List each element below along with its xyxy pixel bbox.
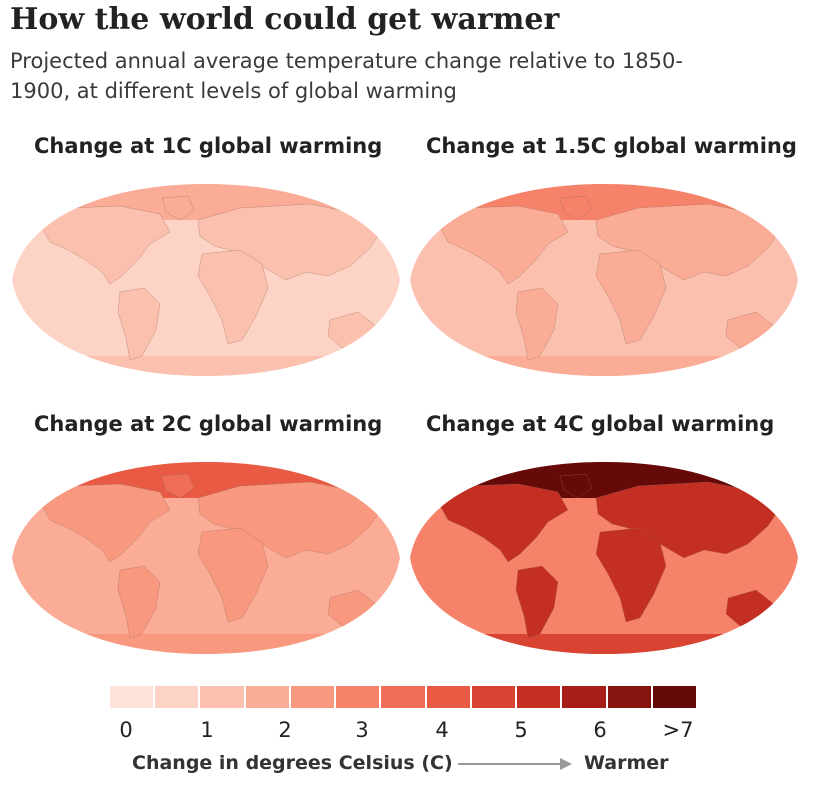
legend-swatch-10	[562, 686, 606, 708]
legend-swatch-12	[652, 686, 697, 708]
legend-swatch-9	[517, 686, 561, 708]
arrow-right-icon	[458, 758, 572, 770]
continent-shape	[39, 483, 171, 563]
continent-shape	[161, 195, 195, 221]
legend-swatch-0	[110, 686, 154, 708]
world-map-1-5c	[410, 184, 798, 376]
legend-tick-2: 2	[278, 718, 292, 742]
legend-swatch-3	[245, 686, 289, 708]
color-scale-legend	[110, 686, 697, 708]
continent-shape	[39, 205, 171, 285]
legend-swatch-1	[155, 686, 199, 708]
antarctic-band	[410, 356, 798, 376]
legend-tick-5: 5	[514, 718, 528, 742]
world-map-1c	[12, 184, 400, 376]
world-map-4c	[410, 462, 798, 654]
legend-tick-0: 0	[119, 718, 133, 742]
legend-swatch-5	[336, 686, 380, 708]
continent-shape	[117, 287, 161, 361]
legend-tick-7plus: >7	[662, 718, 694, 742]
panel-title-2c: Change at 2C global warming	[34, 412, 383, 436]
legend-swatch-11	[607, 686, 651, 708]
world-map-2c	[12, 462, 400, 654]
continent-shape	[515, 287, 559, 361]
legend-direction-label: Warmer	[584, 752, 669, 774]
continent-shape	[437, 483, 569, 563]
continent-shape	[437, 205, 569, 285]
legend-tick-4: 4	[435, 718, 449, 742]
continent-shape	[197, 249, 269, 345]
continent-shape	[559, 195, 593, 221]
antarctic-band	[12, 356, 400, 376]
continent-shape	[595, 481, 781, 559]
legend-tick-3: 3	[355, 718, 369, 742]
legend-tick-1: 1	[200, 718, 214, 742]
panel-title-1c: Change at 1C global warming	[34, 134, 383, 158]
antarctic-band	[410, 634, 798, 654]
continent-shape	[161, 473, 195, 499]
continent-shape	[595, 527, 667, 623]
legend-unit-label: Change in degrees Celsius (C)	[132, 752, 453, 774]
page-title: How the world could get warmer	[10, 2, 560, 37]
continent-shape	[117, 565, 161, 639]
continent-shape	[197, 527, 269, 623]
continent-shape	[559, 473, 593, 499]
page-subtitle: Projected annual average temperature cha…	[10, 49, 683, 103]
panel-title-1-5c: Change at 1.5C global warming	[426, 134, 797, 158]
legend-swatch-7	[426, 686, 470, 708]
continent-shape	[515, 565, 559, 639]
panel-title-4c: Change at 4C global warming	[426, 412, 775, 436]
legend-swatch-8	[471, 686, 516, 708]
continent-shape	[197, 203, 383, 281]
legend-swatch-6	[381, 686, 425, 708]
continent-shape	[197, 481, 383, 559]
continent-shape	[595, 249, 667, 345]
continent-shape	[595, 203, 781, 281]
legend-swatch-2	[200, 686, 244, 708]
antarctic-band	[12, 634, 400, 654]
legend-swatch-4	[290, 686, 335, 708]
legend-tick-6: 6	[593, 718, 607, 742]
